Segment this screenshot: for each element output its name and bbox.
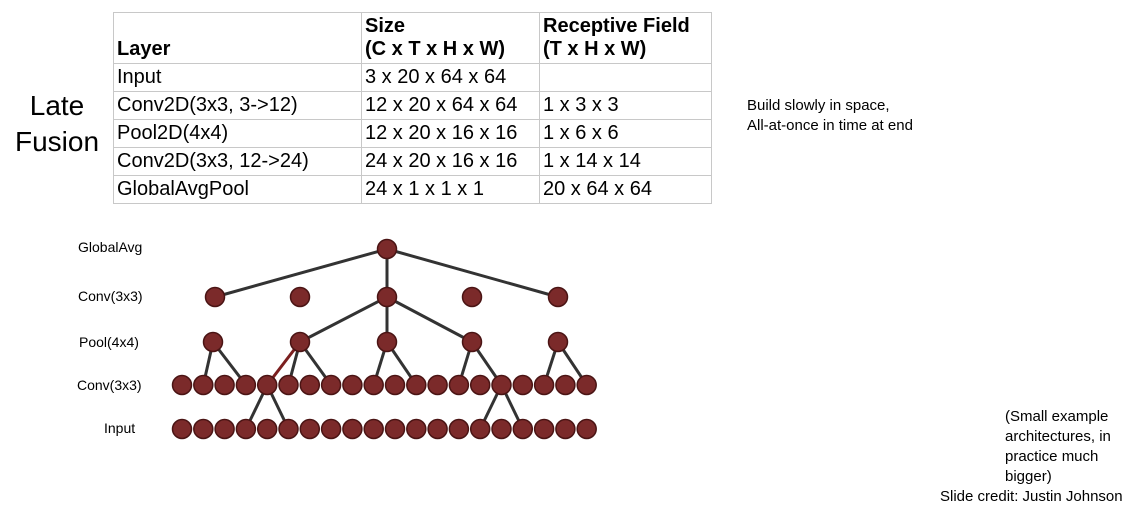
cell-receptive-field: 1 x 14 x 14 xyxy=(539,147,712,176)
conv-bottom-node xyxy=(278,374,299,396)
input-node xyxy=(235,418,257,440)
input-node xyxy=(406,418,427,440)
input-node xyxy=(384,418,406,440)
conv-top-node xyxy=(289,286,311,308)
conv-bottom-node xyxy=(320,374,342,396)
side-title-line-1: Late xyxy=(29,90,85,121)
diagram-nodes xyxy=(171,238,597,440)
layer-table: Layer Size (C x T x H x W) Receptive Fiel… xyxy=(113,12,712,204)
build-note-line-2: All-at-once in time at end xyxy=(747,117,913,134)
conv-bottom-node xyxy=(193,374,214,396)
input-node xyxy=(448,418,470,440)
conv-bottom-node xyxy=(363,374,384,396)
input-node xyxy=(342,418,363,440)
cell-size: 24 x 1 x 1 x 1 xyxy=(361,175,540,204)
late-fusion-network-diagram xyxy=(171,238,597,440)
input-node xyxy=(193,418,214,440)
table-row: Conv2D(3x3, 12->24) 24 x 20 x 16 x 16 1 … xyxy=(113,147,712,176)
input-node xyxy=(469,418,491,440)
input-node xyxy=(278,418,299,440)
footnote-line-1: (Small example xyxy=(1005,408,1109,425)
cell-layer: Input xyxy=(113,63,362,92)
conv-bottom-node xyxy=(342,374,363,396)
input-node xyxy=(171,418,193,440)
conv-top-node xyxy=(547,286,569,308)
cell-receptive-field: 1 x 3 x 3 xyxy=(539,91,712,120)
conv-bottom-node xyxy=(171,374,193,396)
edge-conv-to-pool xyxy=(299,295,388,344)
cell-layer: Conv2D(3x3, 3->12) xyxy=(113,91,362,120)
cell-size: 24 x 20 x 16 x 16 xyxy=(361,147,540,176)
input-node xyxy=(576,418,597,440)
cell-layer: GlobalAvgPool xyxy=(113,175,362,204)
header-receptive-field: Receptive Field (T x H x W) xyxy=(539,12,712,64)
pool-node xyxy=(289,331,311,353)
conv-bottom-node xyxy=(491,374,512,396)
input-node xyxy=(256,418,278,440)
conv-bottom-node xyxy=(533,374,555,396)
slide-side-title: Late Fusion xyxy=(8,88,106,160)
side-title-line-2: Fusion xyxy=(14,126,100,157)
header-layer: Layer xyxy=(113,12,362,64)
edge-global-to-conv xyxy=(386,247,559,299)
footnote: (Small example architectures, in practic… xyxy=(1005,407,1135,487)
input-node xyxy=(555,418,576,440)
input-node xyxy=(214,418,235,440)
conv-bottom-node xyxy=(214,374,235,396)
conv-bottom-node xyxy=(469,374,491,396)
input-node xyxy=(533,418,555,440)
conv-bottom-node xyxy=(299,374,321,396)
conv-bottom-node xyxy=(448,374,470,396)
edge-global-to-conv xyxy=(214,247,388,299)
conv-bottom-node xyxy=(384,374,406,396)
cell-size: 12 x 20 x 16 x 16 xyxy=(361,119,540,148)
table-header-row: Layer Size (C x T x H x W) Receptive Fiel… xyxy=(113,12,712,64)
conv-top-node xyxy=(461,286,483,308)
edge-conv-to-pool xyxy=(386,295,473,344)
input-node xyxy=(512,418,534,440)
input-node xyxy=(299,418,321,440)
cell-size: 3 x 20 x 64 x 64 xyxy=(361,63,540,92)
input-node xyxy=(320,418,342,440)
conv-bottom-node xyxy=(406,374,427,396)
conv-bottom-node xyxy=(555,374,576,396)
input-node xyxy=(491,418,512,440)
build-note-line-1: Build slowly in space, xyxy=(747,97,890,114)
table-row: Input 3 x 20 x 64 x 64 xyxy=(113,63,712,92)
slide-credit: Slide credit: Justin Johnson xyxy=(940,488,1123,505)
footnote-line-3: practice much xyxy=(1005,448,1099,465)
footnote-line-4: bigger) xyxy=(1005,468,1052,485)
conv-bottom-node xyxy=(256,374,278,396)
conv-top-node xyxy=(204,286,226,308)
pool-node xyxy=(461,331,483,353)
input-node xyxy=(427,418,448,440)
globalavg-node xyxy=(376,238,398,260)
conv-bottom-node xyxy=(427,374,448,396)
cell-layer: Conv2D(3x3, 12->24) xyxy=(113,147,362,176)
row-label-pool: Pool(4x4) xyxy=(79,334,139,350)
pool-node xyxy=(547,331,569,353)
pool-node xyxy=(202,331,224,353)
conv-bottom-node xyxy=(512,374,534,396)
conv-top-node xyxy=(376,286,398,308)
cell-layer: Pool2D(4x4) xyxy=(113,119,362,148)
cell-receptive-field: 20 x 64 x 64 xyxy=(539,175,712,204)
build-note: Build slowly in space, All-at-once in ti… xyxy=(747,96,913,136)
table-row: GlobalAvgPool 24 x 1 x 1 x 1 20 x 64 x 6… xyxy=(113,175,712,204)
row-label-input: Input xyxy=(104,420,136,436)
conv-bottom-node xyxy=(576,374,597,396)
input-node xyxy=(363,418,384,440)
conv-bottom-node xyxy=(235,374,257,396)
pool-node xyxy=(376,331,398,353)
row-label-conv-bottom: Conv(3x3) xyxy=(77,377,142,393)
footnote-line-2: architectures, in xyxy=(1005,428,1111,445)
row-label-globalavg: GlobalAvg xyxy=(78,239,143,255)
row-label-conv-top: Conv(3x3) xyxy=(78,288,143,304)
